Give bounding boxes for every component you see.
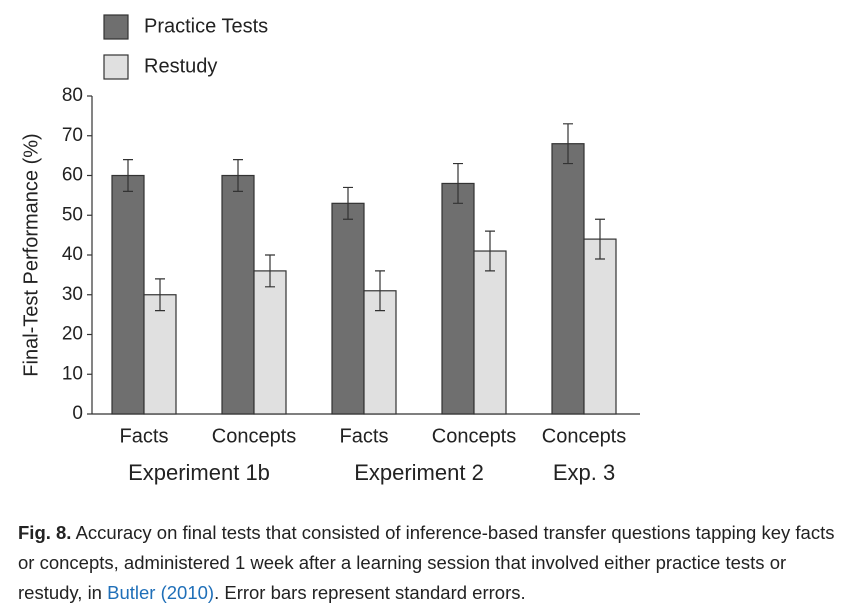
y-tick-label: 80 — [62, 85, 83, 106]
y-tick-label: 40 — [62, 244, 83, 265]
error-bar — [595, 218, 605, 260]
y-tick-label: 50 — [62, 204, 83, 225]
bar — [331, 202, 365, 415]
legend-swatch — [103, 14, 129, 40]
caption-link[interactable]: Butler (2010) — [107, 582, 215, 603]
legend-label: Restudy — [144, 55, 217, 77]
bar — [363, 290, 397, 415]
bar — [551, 143, 585, 415]
error-bar — [375, 270, 385, 312]
group-label: Exp. 3 — [553, 460, 615, 485]
bar — [143, 294, 177, 415]
x-tick-label: Concepts — [212, 425, 297, 447]
x-tick-label: Concepts — [542, 425, 627, 447]
error-bar — [155, 278, 165, 312]
error-bar — [453, 162, 463, 204]
legend-swatch — [103, 54, 129, 80]
error-bar — [233, 159, 243, 192]
bar — [441, 182, 475, 415]
error-bar — [485, 230, 495, 272]
y-tick-label: 10 — [62, 363, 83, 384]
caption-text: Accuracy on final tests that consisted o… — [18, 522, 835, 603]
caption-text: . Error bars represent standard errors. — [214, 582, 526, 603]
y-axis-label: Final-Test Performance (%) — [20, 133, 42, 376]
bar — [473, 250, 507, 415]
group-label: Experiment 1b — [128, 460, 270, 485]
y-tick-label: 70 — [62, 125, 83, 146]
group-label: Experiment 2 — [354, 460, 484, 485]
y-tick-label: 20 — [62, 324, 83, 345]
y-tick-label: 60 — [62, 165, 83, 186]
legend-label: Practice Tests — [144, 15, 268, 37]
caption-label: Fig. 8. — [18, 522, 72, 543]
y-tick-label: 0 — [72, 403, 83, 424]
bar — [583, 238, 617, 415]
error-bar — [265, 254, 275, 288]
x-tick-label: Facts — [120, 425, 169, 447]
error-bar — [123, 159, 133, 192]
bar — [221, 174, 255, 415]
chart: Final-Test Performance (%) 0 10 20 30 40 50 60… — [20, 14, 640, 485]
x-tick-label: Facts — [340, 425, 389, 447]
y-tick-label: 30 — [62, 284, 83, 305]
caption: Fig. 8. Accuracy on final tests that con… — [18, 518, 853, 608]
error-bar — [563, 123, 573, 165]
error-bar — [343, 186, 353, 220]
bar — [253, 270, 287, 415]
bar — [111, 174, 145, 415]
x-tick-label: Concepts — [432, 425, 517, 447]
